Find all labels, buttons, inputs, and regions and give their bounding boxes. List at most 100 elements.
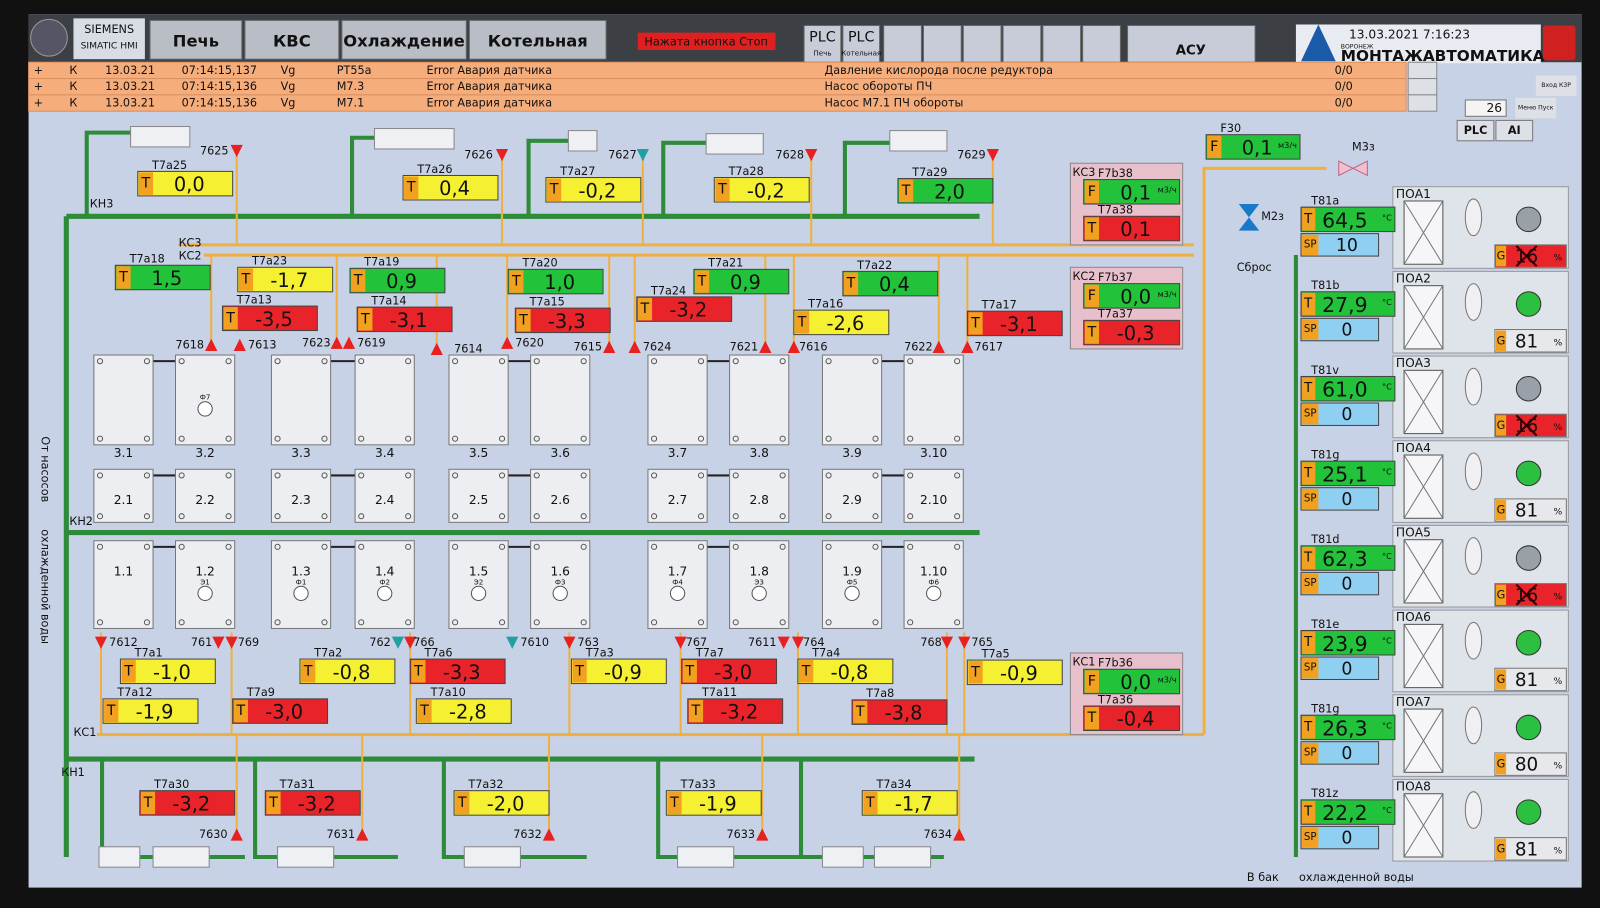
type-letter: T: [669, 795, 679, 811]
tank: [677, 846, 735, 868]
cell-bolt: [498, 543, 506, 550]
type-letter: T: [141, 176, 151, 192]
pump: [1515, 545, 1542, 571]
cell-sub: Ф5: [847, 577, 858, 586]
pump: [1515, 714, 1542, 741]
mode-button[interactable]: [1456, 119, 1495, 142]
type-letter: T: [846, 276, 856, 292]
poa-temp-type-box: [1302, 716, 1316, 739]
tag-label: T7a13: [236, 293, 272, 306]
flow-box: [1083, 283, 1181, 309]
valve-tag: 7619: [357, 336, 386, 349]
value: 0,9: [730, 271, 761, 294]
line-label: КН2: [69, 515, 93, 528]
cell-bolt: [178, 543, 185, 550]
alarm-ack[interactable]: [1407, 61, 1438, 80]
cell-bolt: [697, 543, 705, 550]
poa-temp: [1300, 206, 1396, 233]
sp-value: 0: [1341, 575, 1352, 595]
type-letter: F: [1088, 674, 1096, 690]
cell-label: 3.1: [114, 446, 133, 460]
type-letter: T: [413, 663, 423, 679]
cell-bolt: [779, 543, 786, 550]
alarm-cell: PT55a: [337, 64, 372, 77]
value: -3,5: [255, 308, 293, 331]
poa-sp: [1300, 656, 1380, 680]
tag-label: F7b37: [1098, 271, 1133, 284]
nav-button[interactable]: [149, 19, 243, 60]
alarm-ack[interactable]: [1407, 94, 1438, 112]
plc-button[interactable]: [803, 24, 842, 63]
mode-button[interactable]: [1495, 119, 1534, 142]
g-value: 81: [1515, 839, 1538, 860]
fan: [1464, 198, 1483, 237]
temp-box-type-box: [411, 660, 426, 683]
flow-box: [1205, 134, 1301, 160]
cell-label: 2.10: [920, 493, 947, 507]
tool-button[interactable]: [962, 24, 1002, 63]
tool-button[interactable]: [883, 24, 922, 63]
cell-label: 1.1: [114, 564, 133, 578]
valve-tag: 7623: [302, 336, 331, 349]
temp-box: [409, 658, 506, 685]
tank: [873, 846, 932, 868]
type-letter: T: [865, 795, 875, 811]
valve-arrow: [603, 340, 616, 353]
temp-box-type-box: [516, 309, 531, 332]
tool-button[interactable]: [1082, 24, 1121, 63]
cell: [530, 354, 591, 446]
type-letter: T: [1303, 635, 1313, 650]
tag-label: T7a31: [279, 778, 315, 791]
cell: [354, 354, 415, 446]
valve-label: М2з: [1261, 210, 1284, 223]
cell-bolt: [143, 513, 150, 520]
cell-bolt: [533, 619, 540, 626]
type-letter: T: [1086, 221, 1096, 237]
nav-button[interactable]: [244, 19, 340, 60]
valve-tag: 7621: [730, 340, 759, 353]
tag-label: T7a7: [695, 646, 724, 659]
poa-name: ПОА1: [1396, 187, 1431, 201]
cell-bolt: [697, 472, 705, 479]
value: 0,4: [879, 273, 910, 296]
type-letter: T: [691, 703, 701, 719]
temp-box-type-box: [455, 791, 470, 815]
cell-bolt: [872, 619, 879, 626]
alarm-ack[interactable]: [1407, 78, 1438, 96]
valve-tag: 7632: [513, 828, 542, 841]
g-letter: G: [1497, 758, 1506, 771]
type-letter: T: [717, 182, 727, 198]
cell-bolt: [321, 472, 328, 479]
tool-button[interactable]: [922, 24, 962, 63]
alarm-row: [28, 94, 1407, 112]
tool-button[interactable]: [1042, 24, 1082, 63]
tool-button[interactable]: [1002, 24, 1042, 63]
cell-bolt: [405, 358, 412, 365]
value: -0,9: [1000, 662, 1038, 685]
pipe: [661, 140, 710, 217]
temp-box: [1083, 319, 1181, 346]
g-value: 81: [1515, 331, 1538, 352]
value: -3,8: [885, 702, 923, 725]
side-enter[interactable]: [1535, 75, 1577, 96]
tag-label: T81g: [1310, 449, 1339, 462]
cell-sub: Ф6: [928, 577, 939, 586]
cell: [175, 354, 236, 446]
g-letter: G: [1497, 334, 1506, 347]
value: -3,3: [548, 310, 586, 333]
plc-title: PLC: [848, 30, 875, 46]
poa-temp-type-box: [1302, 462, 1316, 485]
valve-arrow: [628, 340, 641, 353]
nav-button[interactable]: [468, 19, 607, 60]
side-menu[interactable]: [1515, 97, 1557, 119]
cell-bolt: [178, 619, 185, 626]
cell-bolt: [651, 472, 658, 479]
nav-button[interactable]: [341, 19, 467, 60]
power-button[interactable]: [1542, 25, 1576, 61]
type-letter: T: [303, 663, 313, 679]
cell-bolt: [358, 435, 365, 442]
temp-box-type-box: [1084, 217, 1099, 240]
alarm-cell: 13.03.21: [105, 80, 155, 93]
temp-box-type-box: [898, 179, 914, 203]
cell: [903, 354, 964, 446]
